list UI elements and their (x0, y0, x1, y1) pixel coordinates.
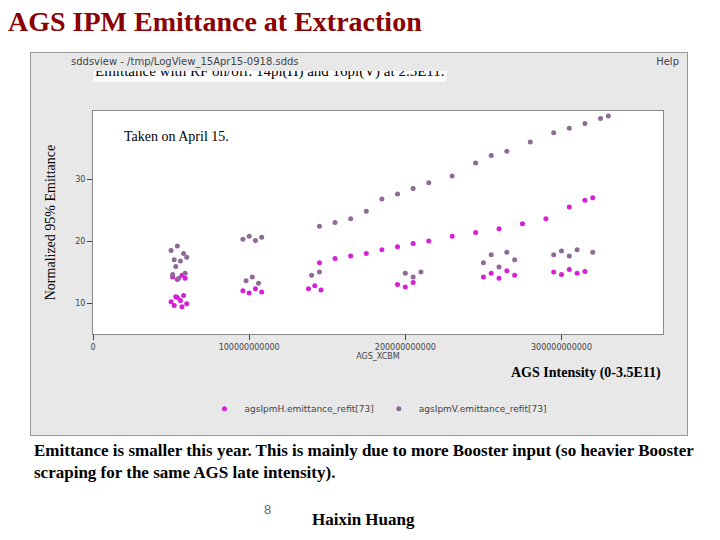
svg-text:AGS_XCBM: AGS_XCBM (356, 352, 400, 361)
svg-text:Normalized 95% Emittance: Normalized 95% Emittance (43, 145, 58, 301)
svg-text:30: 30 (75, 175, 85, 184)
svg-text:Emittance with RF on/off. 14pi: Emittance with RF on/off. 14pi(H) and 16… (95, 71, 445, 80)
html-text:sddsview - /tmp/LogView_15Apr1: sddsview - /tmp/LogView_15Apr15-0918.sdd… (71, 56, 299, 67)
html-text:Emittance is smaller this year: Emittance is smaller this year. This is … (34, 441, 694, 482)
svg-text:100000000000: 100000000000 (219, 343, 280, 352)
html-text:8: 8 (264, 502, 272, 517)
svg-text:agsIpmH.emittance_refit[73]: agsIpmH.emittance_refit[73] (245, 404, 374, 414)
html-text:AGS IPM Emittance at Extractio: AGS IPM Emittance at Extraction (8, 6, 422, 37)
svg-text:10: 10 (75, 299, 85, 308)
html-text:Haixin Huang: Haixin Huang (312, 510, 415, 529)
svg-text:agsIpmV.emittance_refit[73]: agsIpmV.emittance_refit[73] (419, 404, 547, 414)
svg-text:Taken on April 15.: Taken on April 15. (124, 129, 229, 144)
html-text:Help: Help (656, 56, 679, 67)
svg-text:300000000000: 300000000000 (531, 343, 592, 352)
svg-text:200000000000: 200000000000 (375, 343, 436, 352)
svg-text:AGS Intensity (0-3.5E11): AGS Intensity (0-3.5E11) (511, 365, 661, 381)
svg-text:0: 0 (90, 343, 95, 352)
svg-text:20: 20 (75, 237, 85, 246)
